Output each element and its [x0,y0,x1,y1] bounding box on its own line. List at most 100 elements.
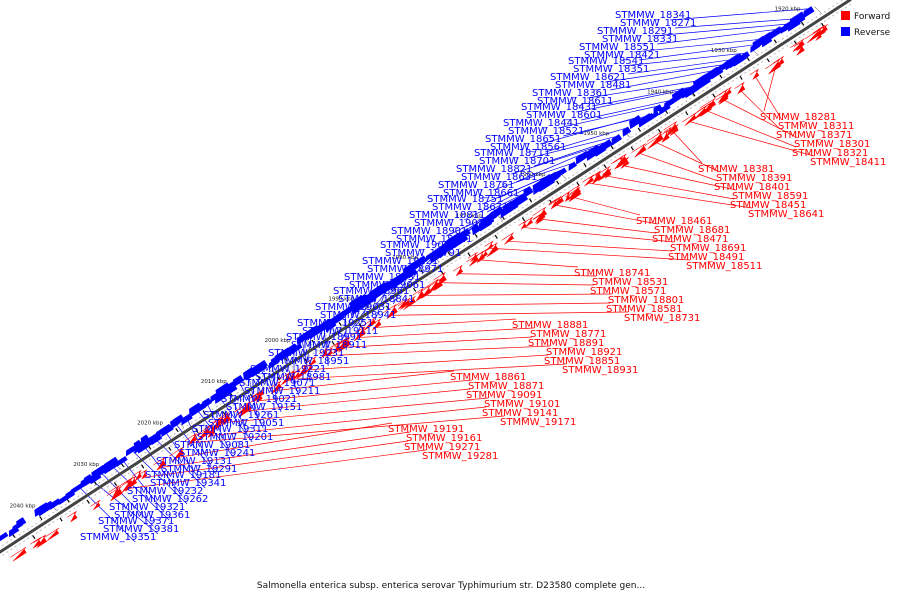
reverse-gene-label: STMMW_18521 [508,126,584,137]
spacer-tick [521,217,526,222]
forward-gene-label: STMMW_18281 [760,112,836,123]
forward-gene-label: STMMW_18691 [670,243,746,254]
forward-gene [212,415,225,427]
reverse-gene-labeled [653,104,663,115]
leader-line [652,23,787,37]
reverse-gene-label: STMMW_18701 [479,156,555,167]
reverse-gene-labeled [181,413,193,426]
forward-gene-labeled [501,232,515,245]
reverse-gene-label: STMMW_19311 [192,424,268,435]
leader-line [558,106,657,129]
leader-line [473,259,579,268]
forward-gene-labeled [714,89,729,104]
spacer-tick [420,268,424,273]
spacer-tick [637,127,641,132]
reverse-gene [8,526,20,538]
spacer-tick [141,464,145,469]
reverse-gene-label: STMMW_18481 [555,80,631,91]
reverse-gene-labeled [643,112,655,125]
reverse-gene-label: STMMW_19241 [179,448,255,459]
reverse-gene-label: STMMW_19081 [174,440,250,451]
leader-line [127,449,427,489]
reverse-gene [43,500,55,513]
leader-line [161,431,411,468]
forward-gene-label: STMMW_18371 [776,130,852,141]
forward-gene [194,426,211,441]
reverse-gene-labeled [664,97,676,110]
reverse-gene-labeled [533,181,549,196]
reverse-gene-labeled [490,206,503,220]
leader-line [324,345,551,357]
forward-gene-labeled [204,425,215,439]
reverse-gene-label: STMMW_18961 [333,286,409,297]
forward-gene-label: STMMW_18731 [624,313,700,324]
forward-gene-labeled [252,391,263,404]
leader-line [741,91,781,130]
reverse-gene-labeled [503,203,516,216]
forward-gene [424,278,440,294]
forward-gene-label: STMMW_18681 [654,225,730,236]
reverse-gene-labeled [70,480,87,496]
forward-gene-labeled [218,412,232,426]
leader-line [309,354,549,370]
forward-gene-label: STMMW_18851 [544,356,620,367]
leader-line [426,293,613,296]
leader-line [624,165,737,191]
reverse-gene-label: STMMW_18761 [438,180,514,191]
reverse-gene-labeled [750,42,761,53]
forward-gene [278,372,292,386]
forward-gene [292,364,308,380]
leader-line [589,182,753,209]
reverse-gene-labeled [126,445,137,457]
forward-gene-label: STMMW_18801 [608,295,684,306]
leader-line [259,379,473,401]
spacer-tick [331,340,335,345]
forward-gene [663,126,672,137]
forward-gene-labeled [699,101,713,115]
spacer-tick [719,74,723,79]
spacer-tick [120,463,125,468]
reverse-gene-label: STMMW_19361 [114,510,190,521]
forward-gene-label: STMMW_18411 [810,157,886,168]
gene-labels: STMMW_18341STMMW_18271STMMW_18291STMMW_1… [80,10,886,543]
scale-tick [814,6,822,14]
forward-gene-labeled [304,362,313,372]
spacer-tick [32,535,36,540]
spacer-tick [413,287,417,292]
forward-gene-label: STMMW_18871 [468,381,544,392]
scale-tick-label: 2040 kbp [10,503,36,509]
forward-gene [10,546,27,562]
reverse-gene-labeled [148,433,161,447]
forward-gene-label: STMMW_18581 [606,304,682,315]
leader-line [529,136,616,159]
leader-line [540,117,635,145]
reverse-gene-labeled [769,26,784,40]
reverse-gene-labeled [435,242,451,257]
reverse-gene-label: STMMW_19151 [226,402,302,413]
leader-line [516,154,582,183]
forward-gene-label: STMMW_18571 [590,286,666,297]
scale-tick-label: 1970 kbp [456,214,482,220]
spacer-tick [148,445,152,450]
leader-line [511,147,593,175]
forward-gene-label: STMMW_18741 [574,268,650,279]
forward-gene-label: STMMW_18531 [592,277,668,288]
reverse-gene-label: STMMW_18661 [443,188,519,199]
spacer-tick [746,56,750,62]
forward-gene [108,485,121,499]
reverse-gene-labeled [243,367,256,381]
reverse-gene-label: STMMW_19201 [197,432,273,443]
scale-tick-label: 2000 kbp [265,338,291,344]
forward-gene [522,216,534,228]
leader-line [690,121,815,157]
forward-gene-label: STMMW_18401 [714,182,790,193]
forward-gene-labeled [682,112,697,126]
reverse-gene-label: STMMW_18841 [338,294,414,305]
forward-gene-labeled [383,304,398,319]
reverse-gene-labeled [726,54,743,70]
scale-tick-label: 2020 kbp [137,421,163,427]
leader-line [211,406,487,436]
reverse-gene-label: STMMW_19251 [297,318,373,329]
leader-line [639,44,755,61]
reverse-gene-label: STMMW_19381 [103,524,179,535]
